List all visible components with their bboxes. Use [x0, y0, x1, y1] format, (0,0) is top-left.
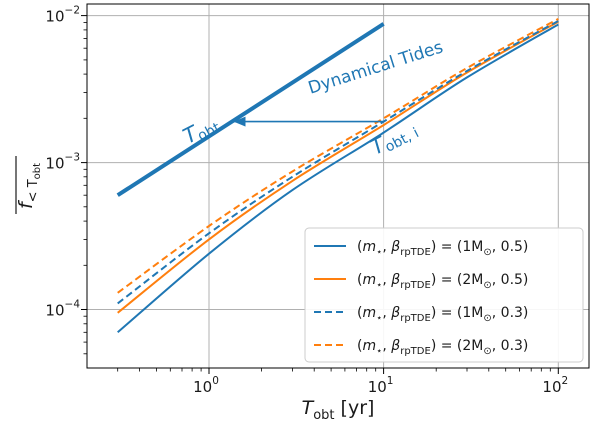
y-tick-label-1: 10−3: [45, 152, 80, 173]
legend-label-0: (m⋆, βrpTDE) = (1M⊙, 0.5): [357, 239, 528, 258]
y-tick-label-exponent: −2: [65, 5, 80, 17]
x-tick-label-1: 101: [368, 375, 394, 396]
series-line-1: [117, 20, 559, 314]
y-tick-label-0: 10−4: [45, 299, 80, 320]
series-line-3: [117, 18, 559, 294]
x-axis-label-sub: obt: [313, 408, 334, 423]
x-axis-label-unit: [yr]: [335, 397, 375, 419]
x-axis-label-main: T: [302, 397, 315, 419]
series-line-2: [117, 20, 559, 305]
y-tick-label-exponent: −4: [65, 299, 81, 311]
x-tick-label-2: 102: [542, 375, 568, 396]
plot-frame: [86, 3, 590, 369]
series-line-0: [117, 23, 559, 334]
y-axis-label-main: f: [15, 199, 37, 209]
x-tick-label-exponent: 2: [562, 375, 569, 387]
x-tick-label-base: 10: [368, 378, 387, 396]
y-axis-label-sub: < T: [26, 179, 41, 202]
y-tick-label-exponent: −3: [65, 152, 80, 164]
x-tick-label-exponent: 1: [387, 375, 394, 387]
y-tick-label-base: 10: [45, 8, 64, 26]
y-tick-label-base: 10: [45, 155, 64, 173]
x-tick-label-exponent: 0: [212, 375, 219, 387]
x-tick-label-base: 10: [193, 378, 212, 396]
y-axis-label: f< Tobt: [15, 156, 43, 214]
legend-label-3: (m⋆, βrpTDE) = (2M⊙, 0.3): [357, 338, 528, 357]
y-axis-label-subsub: obt: [32, 163, 43, 179]
y-tick-label-base: 10: [45, 302, 64, 320]
series-line-dynamical-tides: [116, 22, 385, 197]
x-tick-label-0: 100: [193, 375, 219, 396]
x-axis-label: Tobt [yr]: [302, 397, 375, 423]
svg-text:f< Tobt: f< Tobt: [15, 163, 43, 209]
series-layer: [116, 18, 559, 334]
legend-label-1: (m⋆, βrpTDE) = (2M⊙, 0.5): [357, 272, 528, 291]
legend-box: [304, 227, 584, 363]
y-tick-label-2: 10−2: [45, 5, 80, 26]
legend: (m⋆, βrpTDE) = (1M⊙, 0.5) (m⋆, βrpTDE) = …: [304, 227, 584, 363]
x-tick-label-base: 10: [542, 378, 561, 396]
legend-label-2: (m⋆, βrpTDE) = (1M⊙, 0.3): [357, 305, 528, 324]
